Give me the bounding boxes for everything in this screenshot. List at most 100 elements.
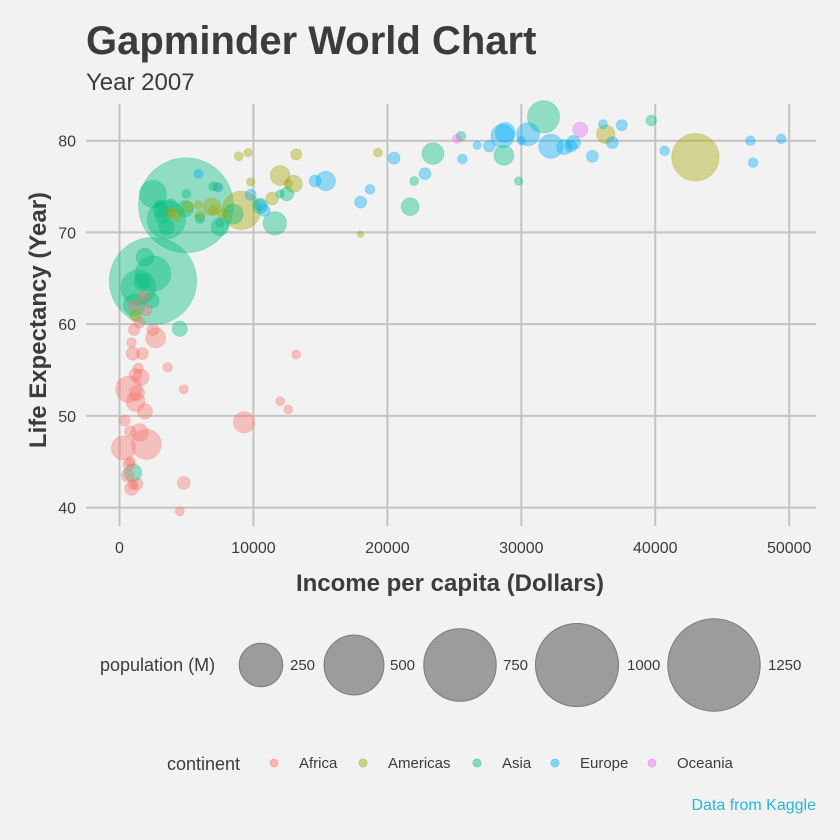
point-americas	[596, 124, 616, 144]
point-africa	[137, 290, 150, 303]
point-americas	[356, 230, 365, 239]
point-europe	[213, 182, 224, 193]
point-asia	[134, 255, 172, 293]
point-europe	[598, 119, 609, 130]
point-africa	[127, 323, 141, 336]
point-asia	[154, 199, 165, 211]
point-asia	[493, 144, 515, 166]
size-legend-circle	[238, 642, 284, 688]
point-europe	[472, 140, 482, 150]
x-tick-label: 0	[115, 540, 124, 557]
y-tick-label: 80	[58, 134, 76, 151]
point-europe	[775, 133, 787, 145]
color-legend: Africa Americas Asia Europe Oceania	[269, 755, 734, 772]
point-americas	[217, 208, 229, 220]
point-asia	[138, 179, 167, 208]
point-africa	[118, 414, 131, 427]
point-asia	[108, 236, 198, 326]
point-asia	[171, 320, 188, 337]
point-asia	[194, 213, 206, 224]
point-asia	[123, 463, 143, 483]
legend-key-europe	[550, 758, 560, 768]
point-europe	[244, 188, 257, 201]
x-tick-label: 50000	[767, 540, 812, 557]
point-americas	[283, 179, 293, 189]
point-asia	[215, 218, 225, 228]
point-europe	[308, 174, 322, 188]
point-asia	[208, 181, 219, 192]
point-asia	[120, 269, 157, 306]
point-africa	[110, 435, 137, 461]
point-europe	[515, 122, 541, 147]
point-africa	[145, 327, 167, 349]
point-europe	[257, 203, 271, 217]
point-asia	[262, 211, 288, 236]
point-americas	[164, 206, 176, 218]
chart-title: Gapminder World Chart	[86, 19, 536, 63]
point-africa	[162, 361, 174, 373]
point-europe	[193, 168, 204, 179]
point-asia	[455, 130, 467, 142]
point-americas	[221, 190, 262, 231]
y-axis-ticks: 40 50 60 70 80	[58, 134, 76, 518]
point-africa	[122, 458, 136, 471]
point-asia	[421, 142, 445, 165]
size-legend: 250 500 750 1000 1250	[238, 618, 801, 712]
point-europe	[747, 157, 759, 169]
plot-grid	[86, 104, 816, 526]
point-asia	[158, 218, 175, 236]
point-americas	[269, 165, 291, 186]
point-asia	[210, 217, 230, 237]
color-legend-title: continent	[167, 754, 240, 774]
point-asia	[513, 176, 524, 186]
point-africa	[126, 337, 137, 348]
point-europe	[556, 139, 573, 156]
point-americas	[169, 208, 183, 222]
point-americas	[129, 309, 142, 323]
point-asia	[222, 203, 244, 225]
point-africa	[178, 384, 189, 395]
point-africa	[125, 346, 141, 361]
legend-label-americas: Americas	[388, 755, 451, 772]
point-asia	[645, 114, 658, 127]
point-africa	[124, 456, 136, 468]
point-europe	[538, 133, 564, 159]
point-europe	[615, 119, 628, 132]
caption: Data from Kaggle	[691, 797, 816, 814]
size-legend-circle	[423, 628, 497, 702]
point-asia	[176, 199, 194, 218]
point-asia	[143, 292, 160, 309]
point-asia	[181, 188, 192, 199]
size-legend-circle	[667, 618, 761, 712]
point-asia	[409, 176, 420, 187]
point-africa	[283, 404, 294, 415]
point-europe	[254, 198, 267, 211]
point-americas	[233, 151, 244, 162]
point-europe	[745, 135, 756, 146]
point-africa	[124, 481, 139, 496]
size-legend-label: 1000	[627, 657, 660, 674]
x-axis-ticks: 0 10000 20000 30000 40000 50000	[115, 540, 812, 557]
legend-key-asia	[472, 758, 482, 768]
point-asia	[155, 209, 170, 225]
point-americas	[193, 200, 204, 210]
point-europe	[418, 167, 432, 181]
point-asia	[137, 157, 234, 254]
x-tick-label: 10000	[231, 540, 276, 557]
point-americas	[265, 191, 280, 206]
point-africa	[130, 423, 149, 442]
x-tick-label: 20000	[365, 540, 410, 557]
point-europe	[482, 139, 496, 153]
point-europe	[364, 184, 376, 195]
point-oceania	[572, 121, 589, 138]
point-americas	[202, 197, 222, 217]
point-americas	[373, 147, 383, 158]
point-africa	[123, 425, 137, 438]
point-asia	[400, 197, 420, 217]
size-legend-label: 250	[290, 657, 315, 674]
y-tick-label: 60	[58, 317, 76, 334]
point-americas	[243, 147, 253, 158]
point-asia	[146, 199, 187, 240]
point-europe	[659, 145, 670, 157]
